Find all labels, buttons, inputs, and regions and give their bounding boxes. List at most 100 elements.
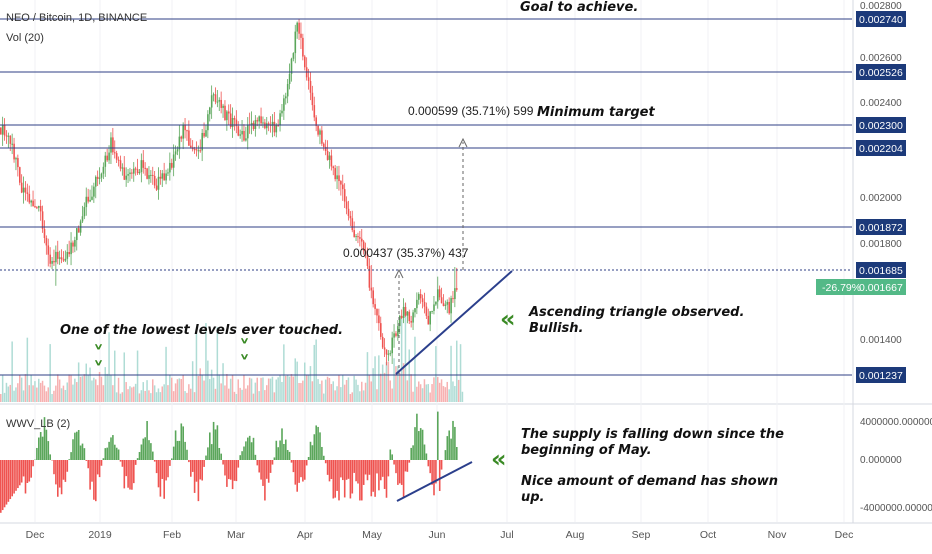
- candle: [429, 311, 431, 324]
- indicator-bar: [122, 460, 124, 467]
- symbol-title[interactable]: NEO / Bitcoin, 1D, BINANCE: [6, 12, 147, 24]
- volume-bar: [129, 386, 131, 402]
- volume-bar: [67, 382, 69, 402]
- candle: [175, 151, 177, 154]
- volume-bar: [300, 383, 302, 402]
- volume-bar: [414, 337, 416, 402]
- candle: [116, 153, 118, 160]
- volume-bar: [340, 387, 342, 402]
- candle: [152, 175, 154, 176]
- indicator-bar: [236, 460, 238, 481]
- candle: [38, 206, 40, 208]
- volume-bar: [382, 365, 384, 402]
- candle: [57, 252, 59, 259]
- indicator-bar: [405, 460, 407, 471]
- volume-bar: [372, 368, 374, 402]
- candle: [257, 120, 259, 121]
- indicator-bar: [177, 441, 179, 460]
- indicator-bar: [416, 414, 418, 460]
- indicator-bar: [201, 460, 203, 481]
- volume-bar: [51, 394, 53, 402]
- indicator-bar: [374, 460, 376, 497]
- candle: [323, 144, 325, 147]
- indicator-bar: [329, 460, 331, 481]
- indicator-bar: [230, 460, 232, 480]
- candle: [277, 125, 279, 126]
- indicator-bar: [95, 460, 97, 501]
- volume-bar: [448, 389, 450, 402]
- volume-bar: [135, 384, 137, 402]
- candle: [40, 206, 42, 211]
- volume-bar: [220, 383, 222, 402]
- candle: [211, 95, 213, 107]
- indicator-bar: [124, 460, 126, 488]
- candle: [353, 230, 355, 237]
- y-tick-label: 0.002600: [860, 53, 902, 64]
- volume-bar: [234, 392, 236, 402]
- candle: [91, 197, 93, 200]
- volume-bar: [61, 388, 63, 402]
- candle: [359, 237, 361, 239]
- candle: [409, 312, 411, 321]
- indicator-bar: [207, 447, 209, 460]
- volume-bar: [338, 375, 340, 402]
- indicator-bar: [260, 460, 262, 480]
- volume-bar: [211, 370, 213, 402]
- indicator-bar: [46, 430, 48, 460]
- candle: [448, 302, 450, 313]
- indicator-bar: [276, 441, 278, 460]
- volume-bar: [420, 384, 422, 402]
- volume-bar: [63, 386, 64, 402]
- indicator-bar: [146, 421, 148, 460]
- indicator-bar: [450, 439, 452, 460]
- candle: [156, 186, 158, 190]
- candle: [74, 240, 76, 247]
- indicator-bar: [127, 460, 129, 488]
- candle: [105, 156, 107, 167]
- volume-bar: [59, 380, 61, 402]
- volume-bar: [298, 383, 300, 402]
- candle: [99, 178, 101, 179]
- candle: [21, 183, 23, 193]
- indicator-bar: [262, 460, 264, 486]
- indicator-bar: [220, 454, 222, 460]
- volume-bar: [15, 387, 17, 402]
- candle: [27, 192, 29, 193]
- candle: [342, 185, 344, 190]
- candle: [338, 175, 340, 181]
- x-tick-label: Oct: [700, 529, 716, 541]
- volume-bar: [450, 346, 452, 402]
- candle: [144, 168, 146, 169]
- indicator-bar: [19, 460, 21, 485]
- volume-label[interactable]: Vol (20): [6, 32, 44, 44]
- candle: [196, 149, 198, 150]
- indicator-bar: [338, 460, 340, 500]
- indicator-label[interactable]: WWV_LB (2): [6, 418, 70, 430]
- candle: [182, 124, 184, 138]
- volume-bar: [46, 391, 48, 402]
- candle: [352, 218, 354, 230]
- volume-bar: [158, 388, 160, 402]
- indicator-bar: [289, 452, 291, 460]
- indicator-bar: [388, 460, 390, 476]
- volume-bar: [0, 394, 2, 402]
- volume-bar: [13, 391, 15, 402]
- indicator-bar: [350, 460, 352, 498]
- volume-bar: [114, 351, 116, 402]
- volume-bar: [57, 374, 59, 402]
- candle: [154, 176, 156, 186]
- indicator-bar: [429, 460, 431, 473]
- indicator-bar: [410, 448, 412, 460]
- indicator-bar: [228, 460, 230, 479]
- indicator-bar: [336, 460, 338, 491]
- candle: [124, 167, 126, 179]
- volume-bar: [38, 379, 40, 402]
- candle: [137, 169, 139, 173]
- candle: [224, 106, 226, 120]
- volume-bar: [456, 341, 458, 402]
- indicator-bar: [215, 429, 217, 460]
- volume-bar: [184, 391, 186, 402]
- volume-bar: [393, 358, 395, 402]
- volume-bar: [34, 381, 36, 402]
- indicator-bar: [323, 456, 325, 460]
